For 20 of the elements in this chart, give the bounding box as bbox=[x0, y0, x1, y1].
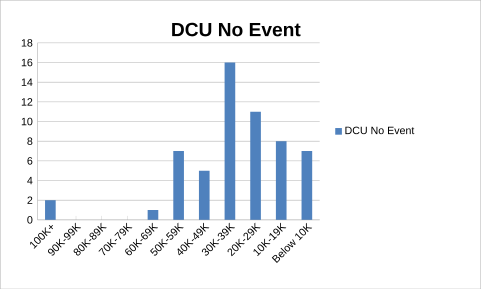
bar bbox=[148, 210, 158, 220]
y-tick-label: 14 bbox=[22, 78, 33, 86]
bar bbox=[224, 62, 236, 220]
y-tick-label: 4 bbox=[27, 176, 33, 184]
chart-title: DCU No Event bbox=[172, 22, 301, 36]
y-tick-label: 6 bbox=[27, 156, 32, 164]
bar bbox=[302, 150, 312, 220]
bar bbox=[250, 112, 261, 220]
y-tick-label: 16 bbox=[22, 58, 32, 66]
y-tick-label: 10 bbox=[22, 118, 32, 126]
bar bbox=[276, 141, 287, 220]
bar bbox=[198, 170, 210, 220]
legend-label: DCU No Event bbox=[345, 126, 414, 134]
y-tick-label: 0 bbox=[27, 216, 32, 224]
bar bbox=[45, 200, 56, 220]
y-tick-label: 2 bbox=[27, 196, 32, 204]
y-tick-label: 12 bbox=[22, 98, 32, 106]
bar bbox=[173, 150, 184, 220]
y-tick-label: 8 bbox=[27, 137, 32, 145]
y-tick-label: 18 bbox=[22, 38, 32, 46]
